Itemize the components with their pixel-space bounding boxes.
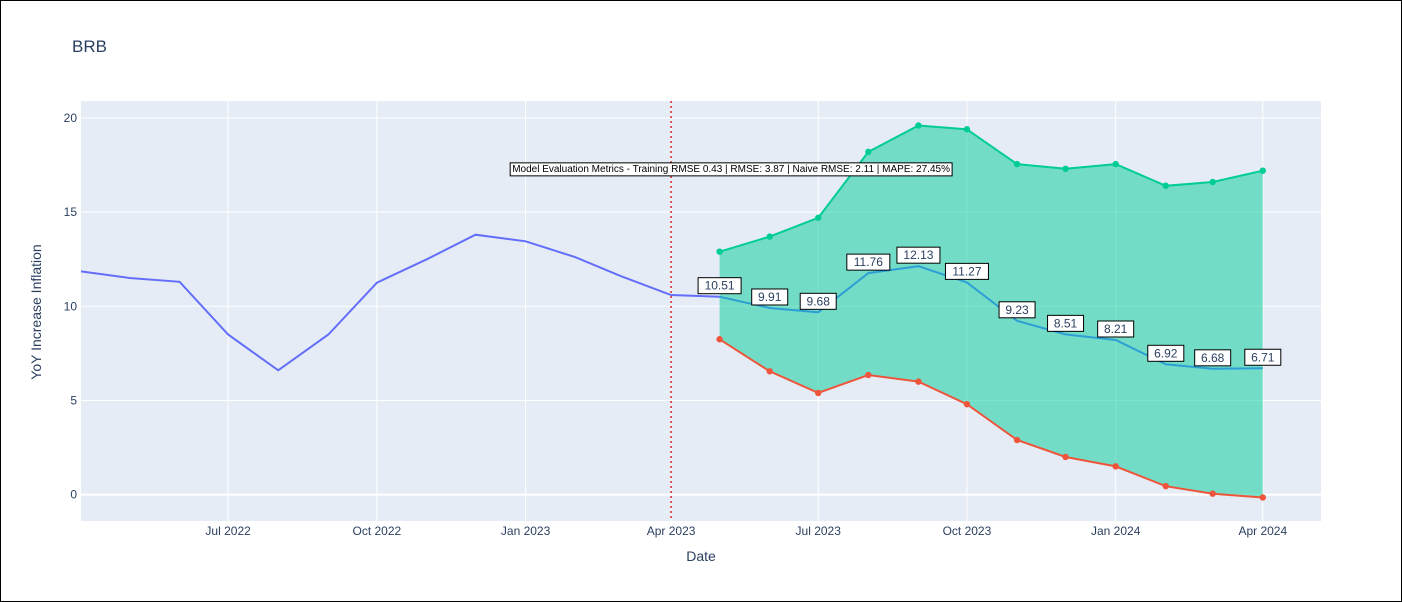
x-axis-title: Date [686, 548, 716, 564]
lower-bound-point [1162, 482, 1169, 490]
y-tick-label: 0 [70, 488, 77, 502]
x-tick-label: Apr 2023 [647, 524, 696, 538]
y-axis-title: YoY Increase Inflation [28, 244, 44, 379]
lower-bound-point [865, 371, 872, 379]
lower-bound-point [1259, 494, 1266, 501]
forecast-label-text: 10.51 [705, 279, 735, 293]
upper-bound-point [766, 233, 773, 240]
lower-bound-point [815, 389, 822, 397]
lower-bound-point [766, 368, 773, 375]
x-tick-label: Apr 2024 [1238, 524, 1287, 538]
metrics-annotation-box [509, 162, 953, 177]
forecast-label-box [751, 288, 789, 306]
upper-bound-point [915, 122, 922, 129]
upper-bound-point [1013, 160, 1021, 168]
lower-bound-point [1112, 463, 1119, 470]
forecast-label-box [1147, 344, 1185, 362]
forecast-label-text: 9.23 [1005, 303, 1029, 317]
forecast-label-text: 8.51 [1054, 316, 1078, 330]
forecast-label-text: 9.68 [807, 294, 831, 308]
forecast-data-label: 12.13 [896, 246, 941, 264]
lower-bound-point [963, 401, 971, 408]
forecast-label-text: 11.76 [854, 255, 883, 269]
forecast-label-box [896, 246, 941, 264]
forecast-data-label: 6.71 [1244, 348, 1282, 366]
upper-bound-point [1062, 165, 1069, 173]
upper-bound-point [1259, 167, 1266, 174]
actual-series-line [80, 233, 720, 372]
axis-tick-labels: 0 5 10 15 20 Jul 2022 Oct 2022 Jan 2023 Apr 2023… [64, 111, 1288, 538]
forecast-label-box [1097, 320, 1135, 338]
upper-bound-point [1162, 182, 1169, 189]
upper-bound-line [719, 124, 1264, 253]
forecast-label-box [998, 301, 1036, 319]
upper-bound-point [1112, 160, 1119, 168]
forecast-label-box [944, 262, 989, 280]
upper-bound-point [963, 126, 971, 133]
forecast-label-box [1047, 314, 1085, 332]
forecast-label-box [799, 292, 837, 310]
forecast-label-box [697, 277, 742, 295]
forecast-label-box [846, 253, 891, 271]
forecast-data-label: 9.91 [751, 288, 789, 306]
data-labels: 10.51 9.91 9.68 11.76 12.13 11.27 9.23 8.51 8.21… [509, 162, 1282, 367]
x-tick-label: Jan 2024 [1091, 524, 1141, 538]
confidence-band [719, 125, 1263, 498]
forecast-series-line [719, 265, 1263, 370]
chart-title: BRB [72, 37, 107, 56]
forecast-data-label: 11.76 [846, 253, 891, 271]
x-tick-label: Jul 2023 [796, 524, 842, 538]
forecast-data-label: 8.51 [1047, 314, 1085, 332]
x-tick-label: Jul 2022 [205, 524, 251, 538]
lower-bound-point [915, 378, 922, 385]
forecast-label-text: 11.27 [952, 264, 981, 278]
lower-bound-line [719, 338, 1263, 499]
forecast-data-label: 9.23 [998, 301, 1036, 319]
lower-bound-point [716, 336, 723, 343]
forecast-data-label: 8.21 [1097, 320, 1135, 338]
y-tick-label: 10 [64, 299, 78, 313]
x-tick-label: Oct 2023 [943, 524, 992, 538]
metrics-annotation-text: Model Evaluation Metrics - Training RMSE… [512, 164, 950, 175]
y-tick-label: 20 [64, 111, 78, 125]
forecast-data-label: 6.92 [1147, 344, 1185, 362]
upper-bound-point [716, 248, 723, 255]
x-tick-label: Jan 2023 [501, 524, 551, 538]
forecast-data-label: 11.27 [944, 262, 989, 280]
upper-bound-point [815, 214, 822, 221]
forecast-data-label: 10.51 [697, 277, 742, 295]
forecast-label-text: 6.71 [1251, 350, 1275, 364]
y-tick-label: 5 [70, 393, 77, 407]
x-tick-label: Oct 2022 [353, 524, 402, 538]
forecast-label-text: 9.91 [758, 290, 782, 304]
y-tick-label: 15 [64, 205, 78, 219]
forecast-data-label: 6.68 [1194, 349, 1232, 367]
lower-bound-point [1209, 490, 1216, 497]
forecast-label-text: 6.92 [1154, 346, 1178, 360]
forecast-label-box [1194, 349, 1232, 367]
upper-bound-point [1209, 178, 1216, 186]
metrics-annotation: Model Evaluation Metrics - Training RMSE… [509, 162, 953, 177]
forecast-data-label: 9.68 [799, 292, 837, 310]
lower-bound-point [1062, 453, 1069, 461]
forecast-label-text: 8.21 [1104, 322, 1128, 336]
lower-bound-point [1013, 436, 1021, 444]
forecast-label-box [1244, 348, 1282, 366]
forecast-label-text: 12.13 [903, 248, 933, 262]
upper-bound-point [865, 148, 872, 156]
forecast-label-text: 6.68 [1201, 351, 1225, 365]
